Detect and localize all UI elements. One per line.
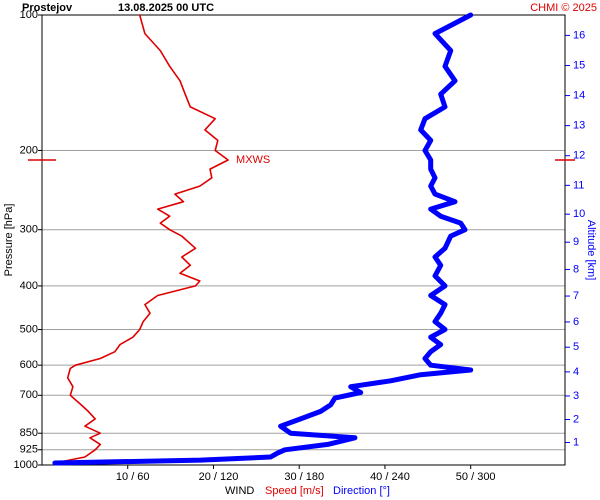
y2-axis-label: Altitude [km] <box>585 220 597 281</box>
y-tick-label: 850 <box>20 427 38 439</box>
y-tick-label: 925 <box>20 444 38 456</box>
legend-direction: Direction [°] <box>333 485 390 497</box>
y2-tick-label: 8 <box>573 263 579 275</box>
x-axis-label: WIND <box>225 485 254 497</box>
y2-tick-label: 14 <box>573 89 585 101</box>
y2-tick-label: 10 <box>573 208 585 220</box>
station: Prostejov <box>22 2 73 14</box>
y2-tick-label: 15 <box>573 59 585 71</box>
y2-tick-label: 11 <box>573 179 584 191</box>
y2-tick-label: 2 <box>573 413 579 425</box>
y2-tick-label: 9 <box>573 236 579 248</box>
chart-title: 13.08.2025 00 UTC <box>118 2 214 14</box>
y2-tick-label: 6 <box>573 316 579 328</box>
y-tick-label: 200 <box>20 144 38 156</box>
y-tick-label: 500 <box>20 323 38 335</box>
line-series <box>52 12 474 466</box>
x-tick-label: 10 / 60 <box>116 471 150 483</box>
x-tick-label: 20 / 120 <box>199 471 239 483</box>
y-tick-label: 100 <box>20 9 38 21</box>
legend-speed: Speed [m/s] <box>265 485 324 497</box>
y2-tick-label: 16 <box>573 29 585 41</box>
y2-tick-label: 4 <box>573 366 579 378</box>
y2-tick-label: 1 <box>573 436 579 448</box>
y-axis-label: Pressure [hPa] <box>3 204 15 277</box>
credit: CHMI © 2025 <box>530 2 597 14</box>
y-tick-label: 600 <box>20 359 38 371</box>
x-tick-label: 30 / 180 <box>284 471 324 483</box>
plot-frame <box>41 14 566 466</box>
x-tick-label: 50 / 300 <box>456 471 496 483</box>
y2-tick-label: 12 <box>573 150 585 162</box>
y2-tick-label: 7 <box>573 290 579 302</box>
y2-tick-label: 3 <box>573 390 579 402</box>
y2-tick-label: 13 <box>573 120 585 132</box>
y-tick-label: 700 <box>20 389 38 401</box>
line-series <box>54 14 229 464</box>
y-tick-label: 400 <box>20 280 38 292</box>
x-tick-label: 40 / 240 <box>370 471 410 483</box>
max-wind-label: MXWS <box>236 154 270 166</box>
y-tick-label: 300 <box>20 224 38 236</box>
y2-tick-label: 5 <box>573 341 579 353</box>
y-tick-label: 1000 <box>14 459 38 471</box>
